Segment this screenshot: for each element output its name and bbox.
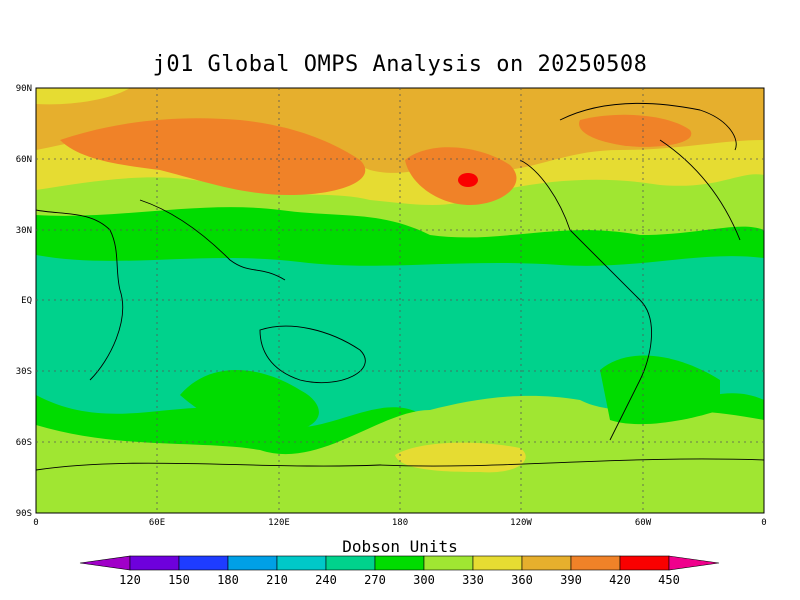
- north-high-eurasia: [60, 118, 366, 195]
- south-green-blob: [180, 370, 319, 434]
- colorbar-tick-label: 120: [119, 573, 141, 587]
- colorbar: 120 150 180 210 240 270 300 330 360 390 420 450: [79, 555, 720, 587]
- colorbar-tick-label: 360: [511, 573, 533, 587]
- lon-label: 180: [392, 518, 408, 528]
- colorbar-max-arrow: [668, 555, 720, 571]
- colorbar-segment: [472, 555, 523, 571]
- lat-label: 60N: [16, 155, 32, 165]
- colorbar-segment: [521, 555, 572, 571]
- lat-label: 90S: [16, 509, 32, 519]
- lon-label: 0: [33, 518, 38, 528]
- colorbar-segment: [325, 555, 376, 571]
- colorbar-segment: [570, 555, 621, 571]
- colorbar-segment: [129, 555, 180, 571]
- gridlines: [36, 88, 764, 513]
- lon-label: 60W: [635, 518, 652, 528]
- map-title: j01 Global OMPS Analysis on 20250508: [152, 52, 648, 77]
- lat-axis: 90N 60N 30N EQ 30S 60S 90S: [16, 84, 32, 519]
- colorbar-tick-label: 390: [560, 573, 582, 587]
- lon-label: 0: [761, 518, 766, 528]
- colorbar-tick-label: 270: [364, 573, 386, 587]
- colorbar-tick-label: 330: [462, 573, 484, 587]
- colorbar-segment: [227, 555, 278, 571]
- colorbar-min-arrow: [79, 555, 131, 571]
- lat-label: 60S: [16, 438, 32, 448]
- colorbar-segment: [619, 555, 670, 571]
- lat-label: 30N: [16, 226, 32, 236]
- colorbar-tick-label: 210: [266, 573, 288, 587]
- north-high-arctic: [579, 114, 692, 147]
- colorbar-segment: [374, 555, 425, 571]
- colorbar-tick-label: 420: [609, 573, 631, 587]
- colorbar-tick-label: 150: [168, 573, 190, 587]
- colorbar-tick-label: 450: [658, 573, 680, 587]
- lat-label: 30S: [16, 367, 32, 377]
- lat-label: EQ: [21, 296, 32, 306]
- colorbar-tick-label: 240: [315, 573, 337, 587]
- lon-axis: 0 60E 120E 180 120W 60W 0: [33, 518, 766, 528]
- colorbar-segment: [423, 555, 474, 571]
- south-green-blob-2: [600, 355, 720, 425]
- colorbar-segment: [178, 555, 229, 571]
- lon-label: 60E: [149, 518, 165, 528]
- colorbar-tick-label: 300: [413, 573, 435, 587]
- colorbar-segment: [276, 555, 327, 571]
- polar-yellow-patch: [36, 88, 130, 105]
- lon-label: 120W: [510, 518, 532, 528]
- ozone-max: [458, 173, 478, 187]
- lat-label: 90N: [16, 84, 32, 94]
- lon-label: 120E: [268, 518, 290, 528]
- coastlines: [36, 103, 764, 471]
- colorbar-tick-label: 180: [217, 573, 239, 587]
- colorbar-title: Dobson Units: [342, 537, 458, 556]
